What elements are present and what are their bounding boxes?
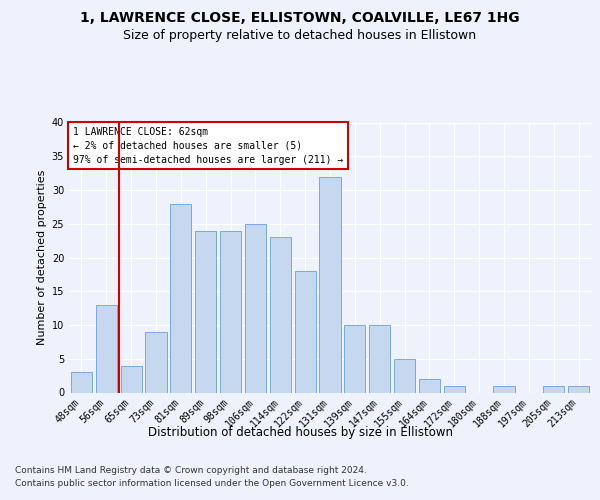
Bar bbox=[71, 372, 92, 392]
Bar bbox=[170, 204, 191, 392]
Text: Size of property relative to detached houses in Ellistown: Size of property relative to detached ho… bbox=[124, 28, 476, 42]
Bar bbox=[295, 271, 316, 392]
Text: Contains public sector information licensed under the Open Government Licence v3: Contains public sector information licen… bbox=[15, 479, 409, 488]
Bar bbox=[568, 386, 589, 392]
Bar bbox=[444, 386, 465, 392]
Bar bbox=[344, 325, 365, 392]
Bar bbox=[543, 386, 564, 392]
Bar bbox=[394, 359, 415, 392]
Bar bbox=[245, 224, 266, 392]
Text: Distribution of detached houses by size in Ellistown: Distribution of detached houses by size … bbox=[148, 426, 452, 439]
Text: Contains HM Land Registry data © Crown copyright and database right 2024.: Contains HM Land Registry data © Crown c… bbox=[15, 466, 367, 475]
Text: 1 LAWRENCE CLOSE: 62sqm
← 2% of detached houses are smaller (5)
97% of semi-deta: 1 LAWRENCE CLOSE: 62sqm ← 2% of detached… bbox=[73, 126, 343, 164]
Bar bbox=[121, 366, 142, 392]
Text: 1, LAWRENCE CLOSE, ELLISTOWN, COALVILLE, LE67 1HG: 1, LAWRENCE CLOSE, ELLISTOWN, COALVILLE,… bbox=[80, 12, 520, 26]
Bar bbox=[145, 332, 167, 392]
Bar bbox=[369, 325, 390, 392]
Y-axis label: Number of detached properties: Number of detached properties bbox=[37, 170, 47, 345]
Bar bbox=[319, 176, 341, 392]
Bar bbox=[96, 304, 117, 392]
Bar bbox=[195, 230, 216, 392]
Bar bbox=[419, 379, 440, 392]
Bar bbox=[270, 238, 291, 392]
Bar bbox=[493, 386, 515, 392]
Bar bbox=[220, 230, 241, 392]
